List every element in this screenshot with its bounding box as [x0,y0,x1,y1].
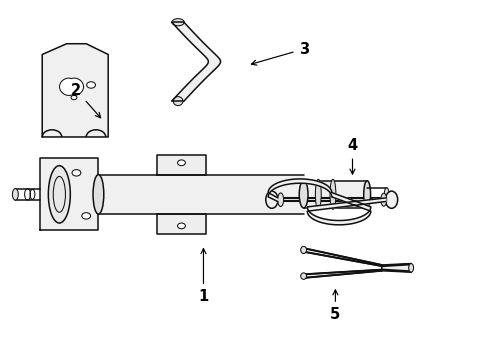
Polygon shape [304,181,367,208]
Polygon shape [98,175,304,214]
Ellipse shape [384,188,389,201]
Polygon shape [157,155,206,175]
Ellipse shape [93,175,104,214]
Ellipse shape [173,96,183,105]
Ellipse shape [49,166,71,223]
Ellipse shape [71,95,77,100]
Polygon shape [40,158,98,230]
Polygon shape [172,22,220,101]
Ellipse shape [177,223,185,229]
Ellipse shape [409,264,414,272]
Text: 3: 3 [251,42,309,65]
Ellipse shape [364,181,370,208]
Ellipse shape [266,191,278,208]
Ellipse shape [330,179,336,210]
Text: 1: 1 [198,249,209,304]
Polygon shape [304,248,382,266]
Ellipse shape [278,193,284,207]
Polygon shape [42,44,108,137]
Ellipse shape [386,191,398,208]
Ellipse shape [299,181,308,208]
Text: 5: 5 [330,290,341,322]
Ellipse shape [381,193,387,206]
Ellipse shape [301,246,307,253]
Ellipse shape [172,19,184,26]
Ellipse shape [12,189,18,200]
Text: 2: 2 [72,83,100,118]
Ellipse shape [82,213,91,219]
Ellipse shape [301,273,307,279]
Polygon shape [157,214,206,234]
Polygon shape [268,179,386,225]
Ellipse shape [316,179,321,210]
Text: 4: 4 [347,139,358,174]
Ellipse shape [177,160,185,166]
Ellipse shape [87,82,96,88]
Polygon shape [382,264,411,272]
Polygon shape [60,78,84,95]
Ellipse shape [72,170,81,176]
Polygon shape [304,270,382,278]
